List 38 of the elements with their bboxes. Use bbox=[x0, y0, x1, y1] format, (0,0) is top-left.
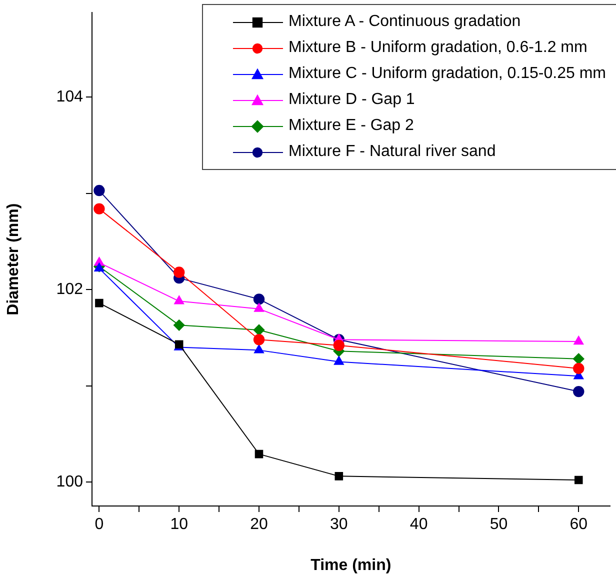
x-tick-label: 10 bbox=[170, 516, 188, 534]
x-tick-label: 60 bbox=[570, 516, 588, 534]
point bbox=[174, 320, 185, 331]
point bbox=[574, 336, 584, 345]
point bbox=[573, 386, 584, 398]
x-tick-label: 0 bbox=[94, 516, 104, 534]
y-axis-title: Diameter (mm) bbox=[5, 203, 22, 316]
point bbox=[333, 340, 345, 351]
point bbox=[253, 334, 265, 346]
point bbox=[573, 362, 584, 374]
x-tick-label: 40 bbox=[410, 516, 428, 534]
point bbox=[574, 476, 583, 484]
point bbox=[334, 472, 344, 480]
x-tick-label: 50 bbox=[490, 516, 508, 534]
point bbox=[95, 298, 104, 308]
point bbox=[254, 450, 264, 458]
y-tick-label: 104 bbox=[56, 88, 84, 106]
x-axis-title: Time (min) bbox=[310, 556, 392, 574]
point bbox=[254, 303, 264, 312]
point bbox=[94, 203, 105, 214]
point bbox=[254, 344, 264, 354]
point bbox=[174, 296, 184, 304]
legend-label: Mixture C - Uniform gradation, 0.15-0.25 mm bbox=[288, 64, 606, 84]
point bbox=[253, 324, 265, 336]
legend-label: Mixture E - Gap 2 bbox=[288, 116, 414, 136]
legend-label: Mixture B - Uniform gradation, 0.6-1.2 mm bbox=[288, 38, 588, 58]
point bbox=[94, 184, 105, 196]
x-tick-label: 20 bbox=[250, 516, 268, 534]
legend-label: Mixture D - Gap 1 bbox=[288, 90, 415, 110]
point bbox=[573, 353, 584, 364]
legend-label: Mixture F - Natural river sand bbox=[288, 142, 496, 162]
legend-label: Mixture A - Continuous gradation bbox=[288, 12, 521, 32]
point bbox=[334, 356, 344, 365]
y-tick-label: 102 bbox=[56, 281, 84, 298]
point bbox=[174, 266, 185, 278]
y-tick-label: 100 bbox=[56, 473, 84, 490]
x-tick-label: 30 bbox=[330, 516, 348, 534]
point bbox=[253, 294, 265, 305]
